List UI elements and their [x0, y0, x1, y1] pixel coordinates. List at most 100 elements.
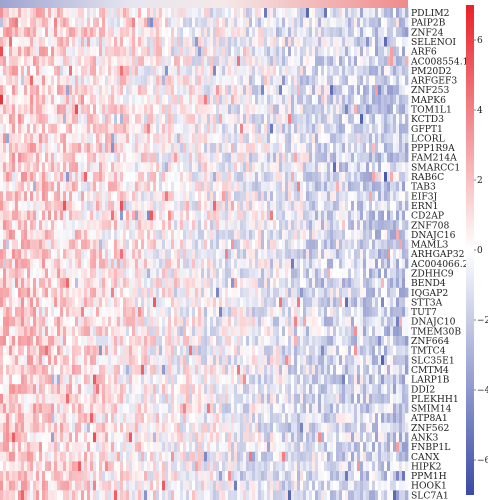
heatmap-cell	[165, 307, 169, 318]
heatmap-cell	[126, 75, 130, 86]
heatmap-cell	[246, 162, 250, 173]
heatmap-cell	[144, 143, 148, 154]
heatmap-cell	[267, 17, 271, 28]
heatmap-cell	[213, 316, 217, 327]
heatmap-cell	[9, 133, 13, 144]
heatmap-cell	[12, 307, 16, 318]
heatmap-cell	[330, 316, 334, 327]
heatmap-cell	[36, 27, 40, 38]
heatmap-cell	[168, 8, 172, 19]
heatmap-cell	[342, 85, 346, 96]
heatmap-cell	[333, 17, 337, 28]
heatmap-cell	[327, 104, 331, 115]
heatmap-cell	[348, 220, 352, 231]
heatmap-cell	[201, 8, 205, 19]
heatmap-cell	[273, 239, 277, 250]
heatmap-cell	[159, 65, 163, 76]
heatmap-cell	[48, 123, 52, 134]
heatmap-cell	[90, 8, 94, 19]
heatmap-cell	[45, 220, 49, 231]
heatmap-cell	[390, 307, 394, 318]
heatmap-cell	[327, 336, 331, 347]
heatmap-cell	[345, 94, 349, 105]
heatmap-cell	[114, 297, 118, 308]
heatmap-cell	[189, 316, 193, 327]
heatmap-cell	[237, 104, 241, 115]
heatmap-cell	[174, 220, 178, 231]
heatmap-cell	[87, 210, 91, 221]
heatmap-cell	[393, 143, 397, 154]
heatmap-cell	[147, 104, 151, 115]
heatmap-cell	[234, 94, 238, 105]
heatmap-cell	[36, 123, 40, 134]
heatmap-cell	[342, 336, 346, 347]
heatmap-cell	[258, 200, 262, 211]
heatmap-cell	[357, 326, 361, 337]
heatmap-cell	[315, 36, 319, 47]
heatmap-cell	[357, 152, 361, 163]
heatmap-cell	[12, 56, 16, 67]
heatmap-cell	[321, 162, 325, 173]
heatmap-cell	[282, 123, 286, 134]
heatmap-cell	[123, 162, 127, 173]
heatmap-cell	[354, 268, 358, 279]
heatmap-cell	[18, 85, 22, 96]
heatmap-cell	[189, 172, 193, 183]
heatmap-cell	[99, 17, 103, 28]
heatmap-cell	[213, 268, 217, 279]
heatmap-cell	[123, 152, 127, 163]
heatmap-cell	[345, 8, 349, 19]
heatmap-cell	[312, 133, 316, 144]
heatmap-cell	[276, 181, 280, 192]
heatmap-cell	[327, 345, 331, 356]
heatmap-cell	[318, 278, 322, 289]
heatmap-cell	[252, 355, 256, 366]
heatmap-cell	[135, 114, 139, 125]
heatmap-cell	[3, 297, 7, 308]
heatmap-cell	[171, 75, 175, 86]
heatmap-cell	[186, 220, 190, 231]
heatmap-cell	[345, 123, 349, 134]
heatmap-cell	[87, 65, 91, 76]
heatmap-cell	[201, 200, 205, 211]
heatmap-cell	[282, 65, 286, 76]
heatmap-cell	[228, 210, 232, 221]
heatmap-cell	[354, 85, 358, 96]
heatmap-cell	[33, 75, 37, 86]
heatmap-cell	[270, 316, 274, 327]
heatmap-cell	[285, 143, 289, 154]
heatmap-cell	[303, 27, 307, 38]
heatmap-cell	[60, 326, 64, 337]
heatmap-cell	[147, 307, 151, 318]
heatmap-cell	[282, 104, 286, 115]
heatmap-cell	[345, 36, 349, 47]
heatmap-cell	[99, 36, 103, 47]
heatmap-cell	[117, 336, 121, 347]
heatmap-cell	[273, 307, 277, 318]
heatmap-cell	[270, 94, 274, 105]
heatmap-cell	[276, 258, 280, 269]
heatmap-cell	[255, 75, 259, 86]
heatmap-cell	[300, 200, 304, 211]
heatmap-cell	[96, 220, 100, 231]
heatmap-cell	[3, 56, 7, 67]
heatmap-cell	[210, 258, 214, 269]
heatmap-cell	[165, 36, 169, 47]
heatmap-cell	[147, 336, 151, 347]
heatmap-cell	[147, 162, 151, 173]
heatmap-cell	[159, 85, 163, 96]
heatmap-cell	[225, 172, 229, 183]
heatmap-cell	[378, 258, 382, 269]
heatmap-cell	[216, 249, 220, 260]
heatmap-cell	[294, 152, 298, 163]
heatmap-cell	[372, 85, 376, 96]
heatmap-cell	[138, 36, 142, 47]
heatmap-cell	[120, 104, 124, 115]
heatmap-cell	[291, 345, 295, 356]
heatmap-cell	[0, 133, 4, 144]
heatmap-cell	[36, 114, 40, 125]
heatmap-cell	[201, 191, 205, 202]
heatmap-cell	[381, 249, 385, 260]
heatmap-cell	[363, 229, 367, 240]
heatmap-cell	[357, 287, 361, 298]
